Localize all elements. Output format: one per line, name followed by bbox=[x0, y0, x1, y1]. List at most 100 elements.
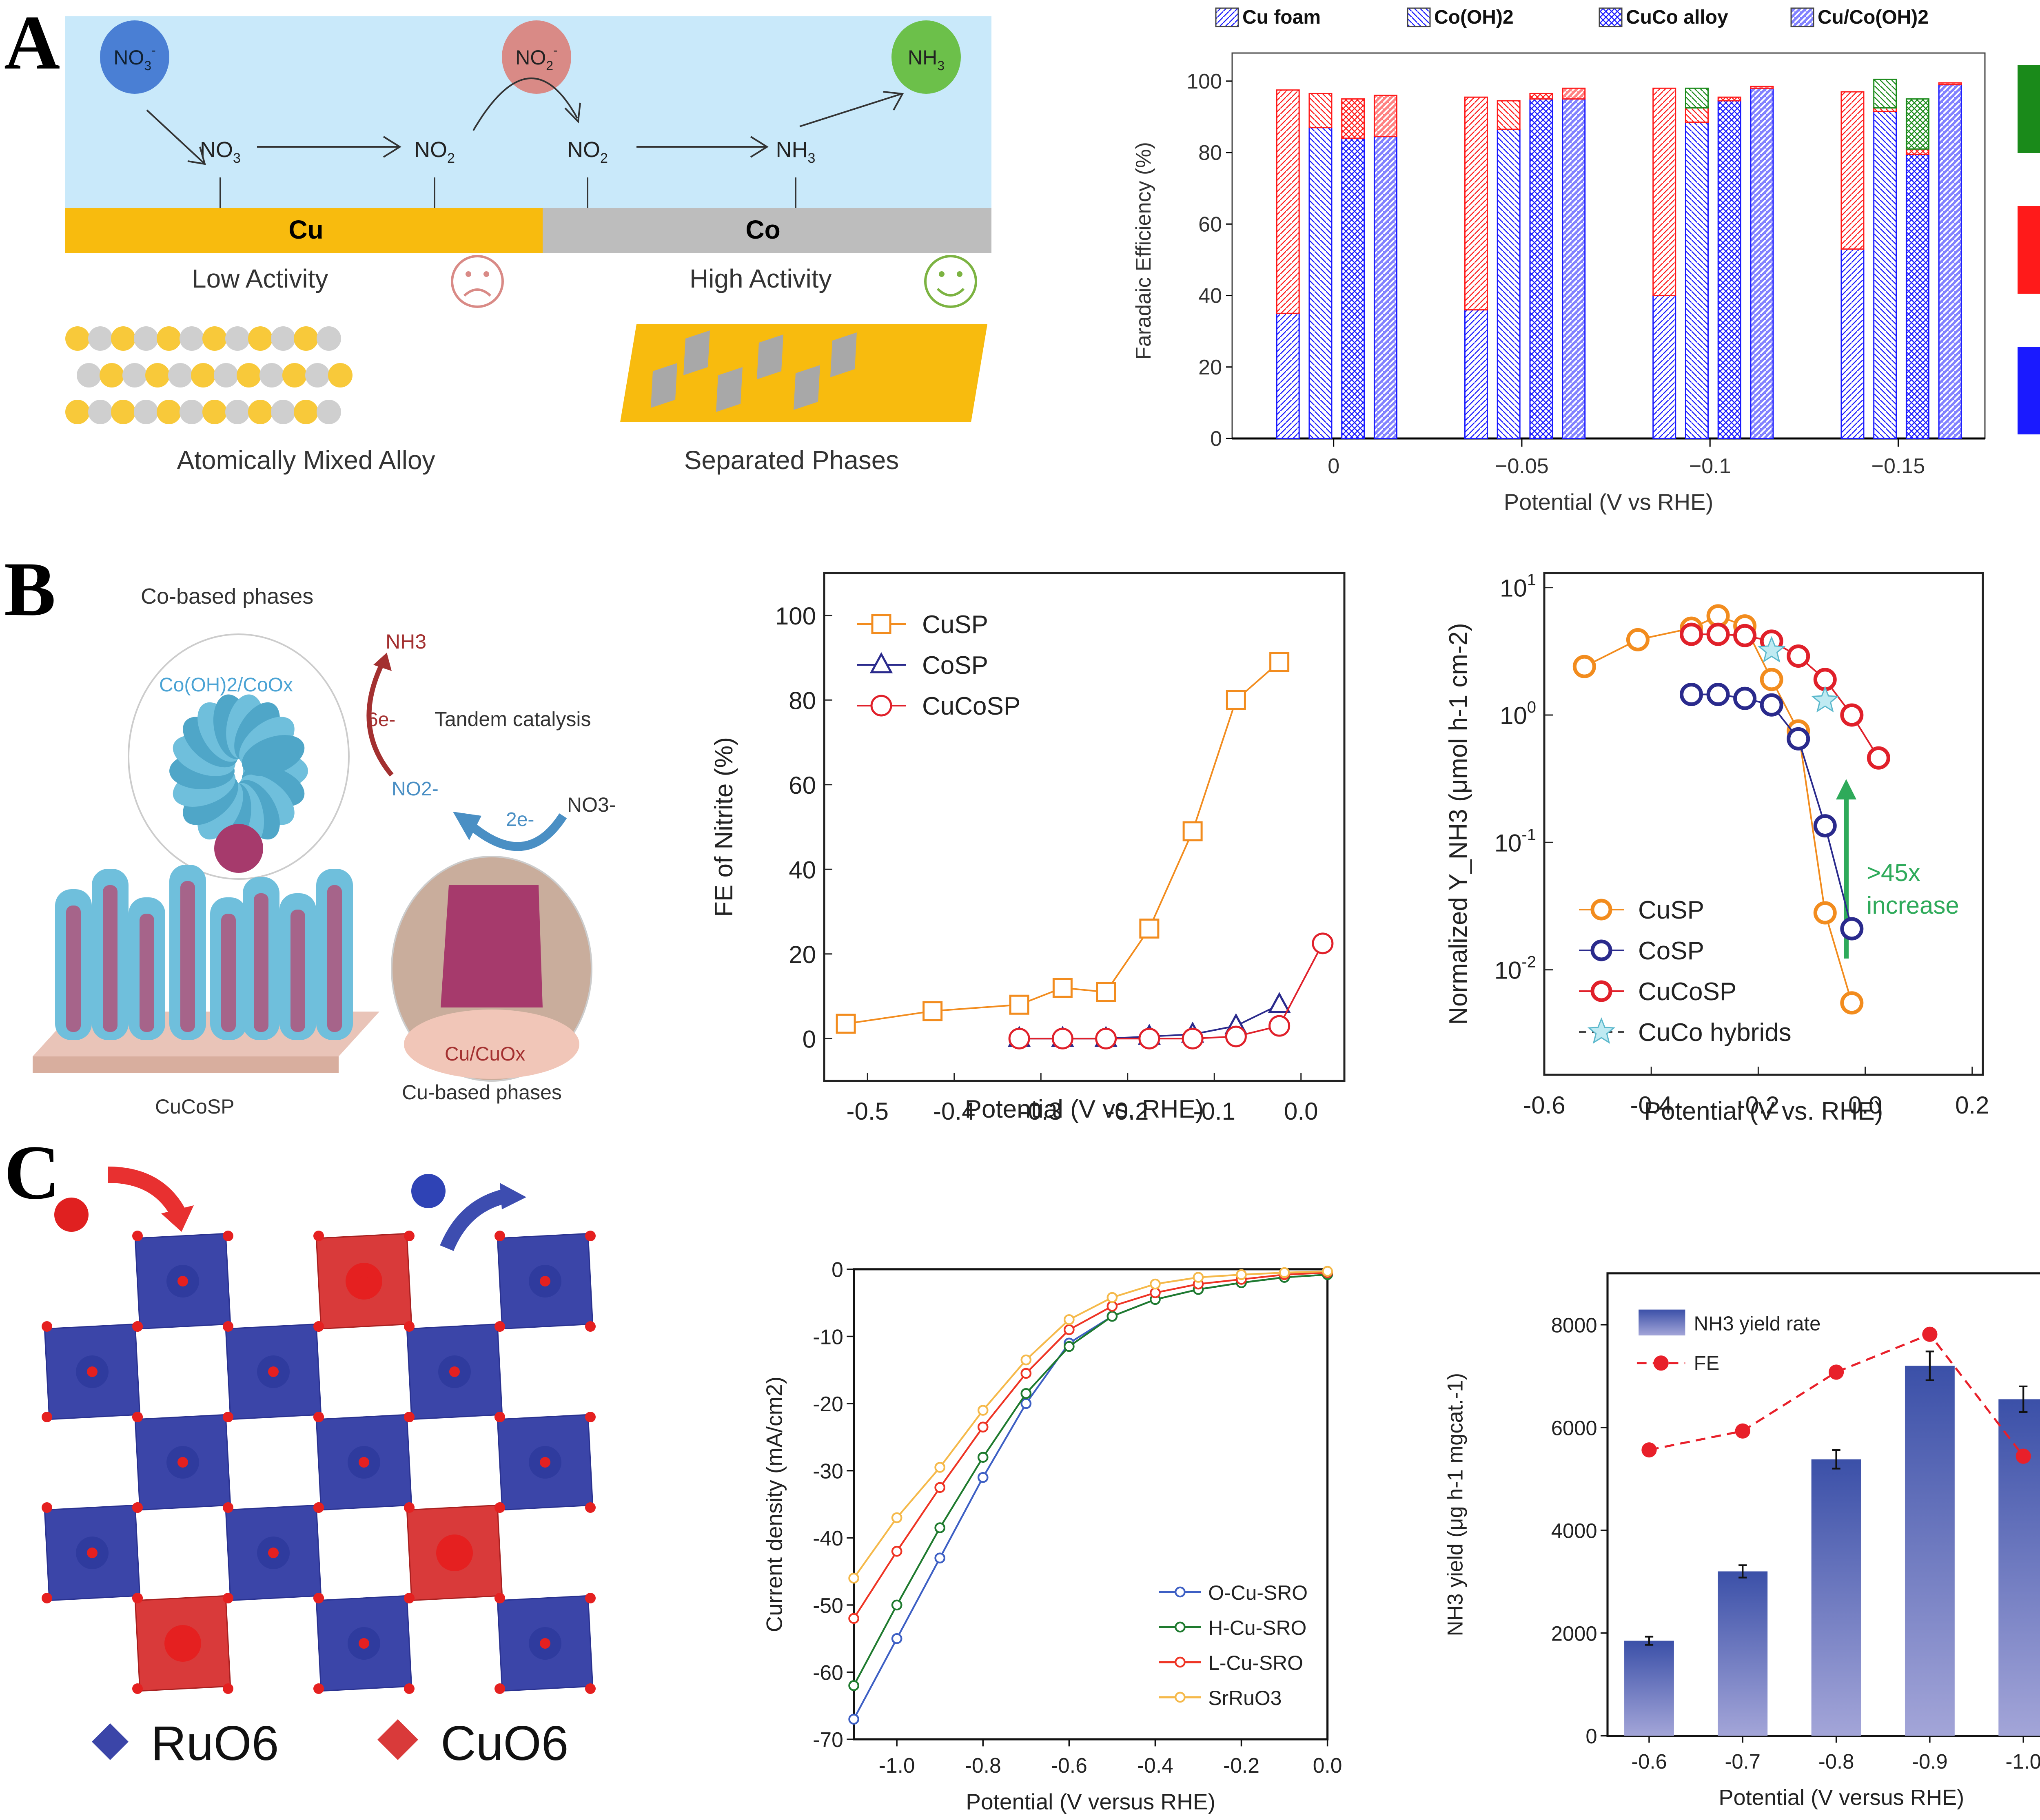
plot-frame bbox=[823, 572, 1346, 1082]
y-tick-label: 80 bbox=[789, 687, 816, 714]
legend-label: CoSP bbox=[1638, 937, 1704, 965]
co-phase-tile bbox=[716, 367, 743, 412]
svg-text:NO2: NO2 bbox=[567, 137, 608, 166]
nh3-yield-fe-chart: 02000400060008000020406080100NH3 yield (… bbox=[1444, 1272, 2040, 1810]
bar-segment bbox=[1464, 96, 1488, 311]
svg-text:NO2: NO2 bbox=[414, 137, 455, 166]
oxygen-atom bbox=[585, 1502, 596, 1513]
atom bbox=[180, 400, 204, 424]
oxygen-atom bbox=[87, 1548, 98, 1558]
atom bbox=[328, 363, 353, 387]
data-point bbox=[1572, 655, 1596, 678]
x-axis-title: Potential (V vs. RHE) bbox=[1644, 1097, 1883, 1125]
oxygen-atom bbox=[449, 1548, 460, 1558]
data-point bbox=[1138, 1027, 1160, 1049]
data-point bbox=[1312, 932, 1334, 954]
y-tick-label: 0 bbox=[1210, 427, 1222, 451]
legend-label: Cu foam bbox=[1242, 7, 1321, 28]
oxygen-atom bbox=[540, 1276, 550, 1286]
pillar-core bbox=[327, 885, 342, 1032]
y-tick-label: -20 bbox=[813, 1392, 843, 1416]
y-tick-label: 100 bbox=[1500, 698, 1536, 729]
y-tick-label: 10-1 bbox=[1495, 826, 1536, 857]
oxygen-atom bbox=[585, 1321, 596, 1332]
y-tick-label: -10 bbox=[813, 1325, 843, 1348]
arrow-desorb-icon bbox=[799, 93, 902, 127]
product-legend-bar bbox=[2018, 347, 2040, 434]
oxygen-atom bbox=[540, 1638, 550, 1649]
oxygen-atom bbox=[177, 1457, 188, 1468]
data-point bbox=[1226, 690, 1246, 710]
data-point bbox=[1760, 668, 1783, 691]
atom bbox=[111, 326, 135, 351]
data-point bbox=[1760, 693, 1783, 717]
oxygen-atom bbox=[223, 1502, 233, 1513]
legend-marker bbox=[871, 614, 891, 634]
x-tick-label: -0.8 bbox=[965, 1754, 1001, 1777]
oxygen-atom bbox=[494, 1502, 505, 1513]
atom bbox=[248, 326, 273, 351]
oxygen-atom bbox=[132, 1593, 143, 1603]
y-tick-label: 0 bbox=[1585, 1725, 1597, 1748]
adsorbate-no2-cu: NO2 bbox=[414, 137, 455, 208]
data-point bbox=[934, 1462, 946, 1473]
bar-segment bbox=[1652, 295, 1676, 439]
legend-label: CuSP bbox=[922, 611, 988, 639]
legend-label: CuCoSP bbox=[922, 692, 1020, 720]
error-bar bbox=[1832, 1449, 1840, 1470]
oxygen-atom bbox=[585, 1412, 596, 1422]
data-point bbox=[1139, 919, 1160, 939]
x-axis-title: Potential (V versus RHE) bbox=[1718, 1785, 1964, 1810]
oxygen-atom bbox=[132, 1412, 143, 1422]
data-point bbox=[1096, 982, 1116, 1002]
atom bbox=[282, 363, 307, 387]
oxygen-atom bbox=[494, 1321, 505, 1332]
y-tick-label: -60 bbox=[813, 1661, 843, 1684]
y-tick-label: 0 bbox=[803, 1025, 816, 1053]
adsorbate-nh3: NH3 bbox=[776, 137, 815, 208]
error-bar bbox=[1925, 1351, 1934, 1381]
data-point bbox=[1626, 628, 1650, 651]
x-tick-label: −0.1 bbox=[1689, 454, 1731, 478]
data-point bbox=[848, 1572, 859, 1584]
x-axis-title: Potential (V vs. RHE) bbox=[965, 1095, 1204, 1123]
bar-segment bbox=[1529, 98, 1553, 439]
atom bbox=[134, 326, 158, 351]
data-point bbox=[891, 1633, 902, 1644]
oxygen-atom bbox=[87, 1366, 98, 1377]
data-point bbox=[1733, 624, 1757, 647]
x-axis-title: Potential (V vs RHE) bbox=[1504, 489, 1714, 515]
legend-label: Co(OH)2 bbox=[1434, 7, 1514, 28]
bar-segment bbox=[1685, 107, 1709, 123]
atom bbox=[100, 363, 124, 387]
error-bar bbox=[1645, 1636, 1654, 1646]
legend-marker bbox=[1653, 1355, 1669, 1371]
pillar-core bbox=[66, 906, 81, 1032]
data-point bbox=[1706, 683, 1730, 706]
pillar-core bbox=[290, 910, 305, 1032]
oxygen-atom bbox=[404, 1321, 415, 1332]
data-point bbox=[1787, 644, 1810, 668]
data-point bbox=[1020, 1354, 1032, 1366]
atom bbox=[65, 326, 90, 351]
six-electron-arrow-icon bbox=[366, 660, 394, 777]
insert-arrow-icon bbox=[108, 1167, 187, 1220]
atom bbox=[157, 400, 181, 424]
data-point bbox=[1811, 686, 1839, 713]
atom bbox=[134, 400, 158, 424]
data-point bbox=[1106, 1301, 1118, 1312]
legend-marker bbox=[1175, 1692, 1186, 1703]
legend-label: SrRuO3 bbox=[1208, 1687, 1282, 1709]
legend-swatch bbox=[1790, 7, 1814, 27]
bar bbox=[1905, 1366, 1955, 1736]
arrow-head-icon bbox=[161, 1205, 194, 1232]
arrow-head-icon bbox=[1836, 779, 1856, 799]
co-phases-label: Co-based phases bbox=[141, 584, 313, 609]
x-tick-label: -1.0 bbox=[879, 1754, 915, 1777]
oxygen-atom bbox=[404, 1593, 415, 1603]
x-tick-label: -0.7 bbox=[1725, 1750, 1761, 1773]
arrow-head-icon bbox=[453, 812, 481, 840]
bar-segment bbox=[1276, 89, 1300, 314]
tandem-catalysis-label: Tandem catalysis bbox=[435, 708, 591, 731]
x-tick-label: -0.2 bbox=[1106, 1098, 1149, 1125]
